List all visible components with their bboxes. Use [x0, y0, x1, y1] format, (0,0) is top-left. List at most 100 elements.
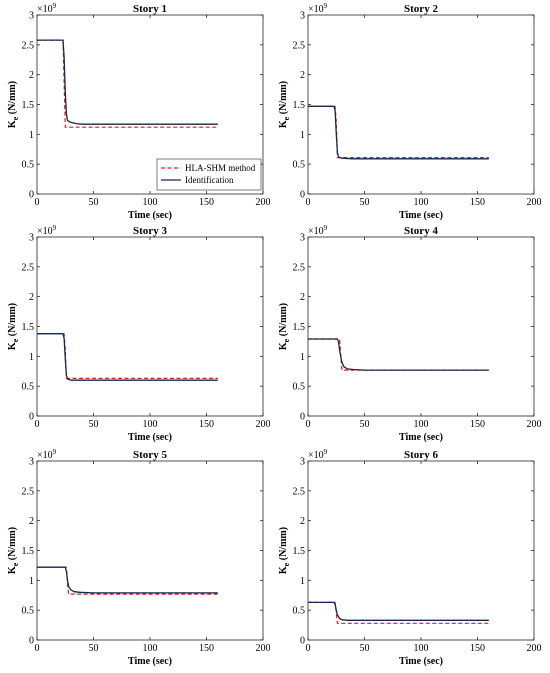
series-line-identification: [308, 601, 489, 621]
x-axis-title: Time (sec): [399, 210, 443, 221]
x-tick-label: 0: [35, 197, 40, 208]
x-tick-label: 150: [199, 643, 214, 654]
exponent-label: ×109: [308, 224, 328, 237]
y-tick-label: 1: [29, 352, 34, 363]
y-tick-label: 1.5: [22, 546, 35, 557]
exponent-power: 9: [324, 448, 328, 456]
y-tick-label: 0: [300, 190, 305, 201]
exponent-label: ×109: [37, 224, 57, 237]
x-axis-title: Time (sec): [128, 656, 172, 667]
series-line-hla-shm: [308, 601, 489, 624]
exponent-label: ×109: [308, 448, 328, 461]
y-tick-label: 1.5: [22, 100, 35, 111]
x-tick-label: 0: [306, 197, 311, 208]
series-line-identification: [308, 105, 489, 160]
chart-title: Story 5: [133, 449, 167, 461]
x-tick-label: 50: [360, 197, 370, 208]
x-tick-label: 0: [306, 419, 311, 430]
y-tick-label: 2.5: [22, 262, 35, 273]
series-line-identification: [37, 39, 218, 125]
y-tick-label: 1: [29, 130, 34, 141]
y-tick-label: 0: [29, 190, 34, 201]
y-axis-title: Ke (N/mm): [278, 303, 291, 350]
y-tick-label: 1: [300, 352, 305, 363]
y-tick-label: 0.5: [22, 606, 35, 617]
y-tick-label: 3: [300, 11, 305, 22]
x-tick-label: 50: [360, 419, 370, 430]
x-tick-label: 200: [527, 643, 542, 654]
y-tick-label: 1.5: [293, 100, 306, 111]
y-tick-label: 0.5: [22, 382, 35, 393]
y-tick-label: 3: [300, 457, 305, 468]
x-tick-label: 100: [143, 419, 158, 430]
x-tick-label: 150: [199, 419, 214, 430]
y-axis-title-unit: (N/mm): [7, 81, 18, 117]
y-tick-label: 3: [29, 11, 34, 22]
chart-title: Story 6: [404, 449, 438, 461]
x-tick-label: 0: [35, 419, 40, 430]
y-tick-label: 3: [300, 233, 305, 244]
x-tick-label: 100: [414, 197, 429, 208]
plot-area: [307, 236, 535, 417]
x-tick-label: 50: [89, 643, 99, 654]
y-tick-label: 0.5: [293, 382, 306, 393]
x-axis-title: Time (sec): [128, 432, 172, 443]
x-tick-label: 0: [306, 643, 311, 654]
exponent-power: 9: [53, 448, 57, 456]
plot-area: [307, 460, 535, 641]
y-tick-label: 3: [29, 457, 34, 468]
y-axis-title-subscript: e: [282, 562, 291, 566]
y-axis-title-subscript: e: [11, 116, 20, 120]
x-tick-label: 150: [470, 419, 485, 430]
y-tick-label: 0: [300, 412, 305, 423]
y-tick-label: 1: [300, 130, 305, 141]
chart-panel-5: Story 5 ×109 0 50 100 150 200 0 0.5 1 1.5 2 2.5 3 Time…: [7, 448, 271, 667]
chart-panel-2: Story 2 ×109 0 50 100 150 200 0 0.5 1 1.5 2 2.5 3 Time…: [278, 2, 542, 221]
y-tick-label: 2: [29, 516, 34, 527]
exponent-power: 9: [53, 2, 57, 10]
x-tick-label: 50: [360, 643, 370, 654]
x-tick-label: 100: [143, 197, 158, 208]
x-tick-label: 200: [256, 197, 271, 208]
chart-title: Story 2: [404, 3, 438, 15]
exponent-label: ×109: [37, 2, 57, 15]
y-tick-label: 0.5: [293, 606, 306, 617]
chart-title: Story 1: [133, 3, 167, 15]
y-axis-title: Ke (N/mm): [278, 81, 291, 128]
plot-area: [36, 236, 264, 417]
y-tick-label: 1: [300, 576, 305, 587]
y-tick-label: 0: [300, 636, 305, 647]
exponent-label: ×109: [37, 448, 57, 461]
legend-label: HLA-SHM method: [185, 163, 256, 173]
y-tick-label: 2.5: [22, 486, 35, 497]
chart-title: Story 3: [133, 225, 167, 237]
x-tick-label: 100: [414, 419, 429, 430]
chart-panel-1: Story 1 ×109 0 50 100 150 200 0 0.5 1 1.5 2 2.5 3 Time…: [7, 2, 271, 221]
series-line-identification: [37, 333, 218, 381]
y-tick-label: 2: [300, 516, 305, 527]
x-tick-label: 50: [89, 419, 99, 430]
y-axis-title: Ke (N/mm): [7, 527, 20, 574]
y-tick-label: 1: [29, 576, 34, 587]
x-tick-label: 200: [256, 419, 271, 430]
plot-area: [307, 14, 535, 195]
y-tick-label: 1.5: [22, 322, 35, 333]
y-axis-title-unit: (N/mm): [278, 81, 289, 117]
y-axis-title-unit: (N/mm): [7, 303, 18, 339]
y-tick-label: 3: [29, 233, 34, 244]
y-axis-title-subscript: e: [282, 338, 291, 342]
exponent-power: 9: [324, 224, 328, 232]
series-line-identification: [37, 566, 218, 594]
y-tick-label: 2.5: [293, 486, 306, 497]
x-tick-label: 200: [256, 643, 271, 654]
y-axis-title-subscript: e: [11, 338, 20, 342]
y-tick-label: 1.5: [293, 546, 306, 557]
y-axis-title-unit: (N/mm): [278, 303, 289, 339]
y-tick-label: 2.5: [293, 262, 306, 273]
y-tick-label: 2: [300, 70, 305, 81]
y-tick-label: 2: [300, 292, 305, 303]
y-axis-title-subscript: e: [282, 116, 291, 120]
plot-area: [36, 460, 264, 641]
x-axis-title: Time (sec): [399, 432, 443, 443]
